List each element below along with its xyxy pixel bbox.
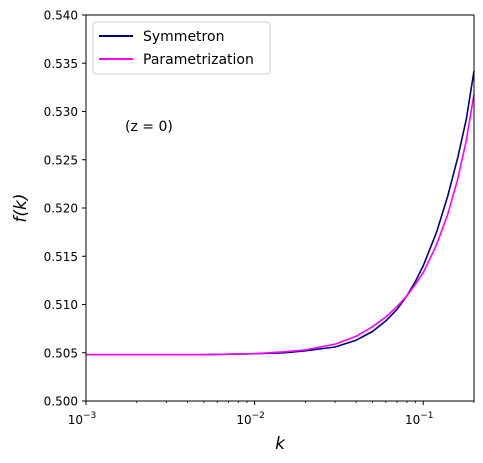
y-tick-label: 0.540 [44, 9, 78, 23]
x-tick-label: 10−2 [236, 411, 265, 427]
x-tick-label: 10−1 [405, 411, 434, 427]
y-tick-label: 0.530 [44, 105, 78, 119]
series-line-parametrization [86, 93, 475, 356]
y-axis-label: f(k) [11, 193, 31, 222]
legend: Symmetron Parametrization [92, 21, 271, 75]
y-tick-label: 0.500 [44, 395, 78, 409]
annotation-z: (z = 0) [125, 119, 173, 135]
x-axis-label: k [275, 434, 286, 454]
y-tick-label: 0.510 [44, 298, 78, 312]
series-line-symmetron [86, 70, 475, 356]
y-tick-label: 0.505 [44, 346, 78, 360]
y-tick-label: 0.535 [44, 57, 78, 71]
legend-label-parametrization: Parametrization [143, 52, 254, 68]
x-tick-label: 10−3 [68, 411, 97, 427]
y-tick-label: 0.515 [44, 250, 78, 264]
legend-box [92, 21, 271, 75]
legend-label-symmetron: Symmetron [143, 29, 224, 45]
y-tick-label: 0.520 [44, 202, 78, 216]
y-tick-label: 0.525 [44, 153, 78, 167]
